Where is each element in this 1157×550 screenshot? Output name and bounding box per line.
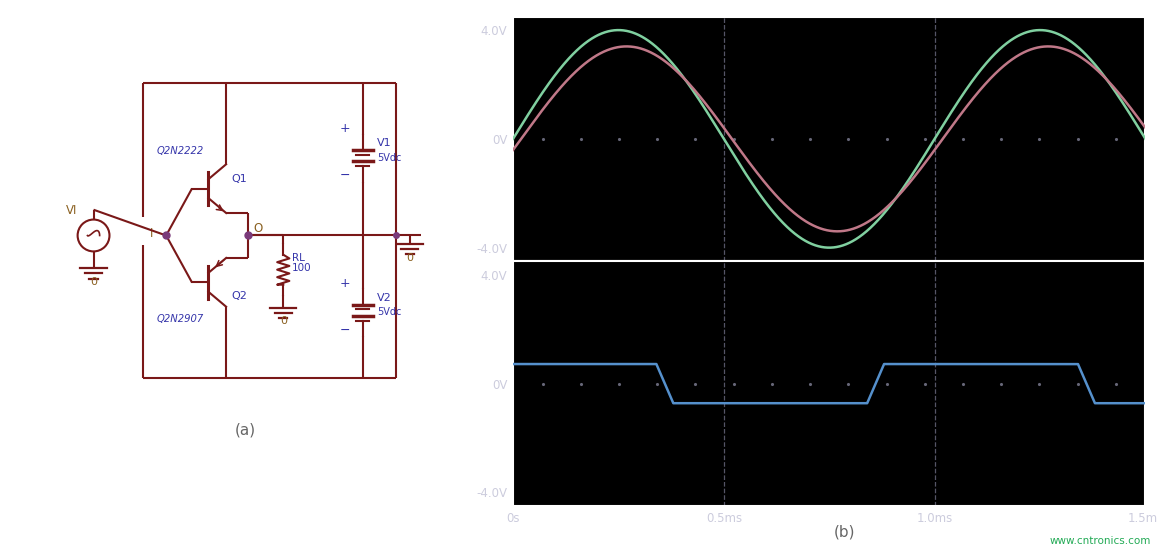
Text: V2: V2: [377, 293, 392, 303]
Text: 0: 0: [280, 316, 287, 327]
Text: Q2N2907: Q2N2907: [157, 314, 204, 324]
Text: +: +: [339, 277, 351, 290]
Text: 100: 100: [292, 262, 311, 273]
Text: VI: VI: [66, 205, 76, 217]
Text: (a): (a): [235, 422, 257, 438]
Text: Q2N2222: Q2N2222: [157, 146, 204, 156]
Legend: V(I), V(0): V(I), V(0): [519, 286, 622, 299]
Text: 5Vdc: 5Vdc: [377, 307, 401, 317]
Text: Q1: Q1: [231, 174, 248, 184]
Text: www.cntronics.com: www.cntronics.com: [1049, 536, 1151, 546]
Text: V1: V1: [377, 139, 391, 148]
Text: O: O: [253, 222, 263, 235]
Text: −: −: [339, 324, 349, 337]
Text: 0: 0: [406, 253, 413, 263]
Text: 0: 0: [90, 277, 97, 287]
Text: I: I: [149, 227, 153, 240]
Text: 5Vdc: 5Vdc: [377, 152, 401, 163]
Text: Q2: Q2: [231, 291, 248, 301]
Text: RL: RL: [292, 253, 304, 263]
Text: (b): (b): [834, 524, 855, 539]
Text: −: −: [339, 169, 349, 182]
Text: +: +: [339, 123, 351, 135]
